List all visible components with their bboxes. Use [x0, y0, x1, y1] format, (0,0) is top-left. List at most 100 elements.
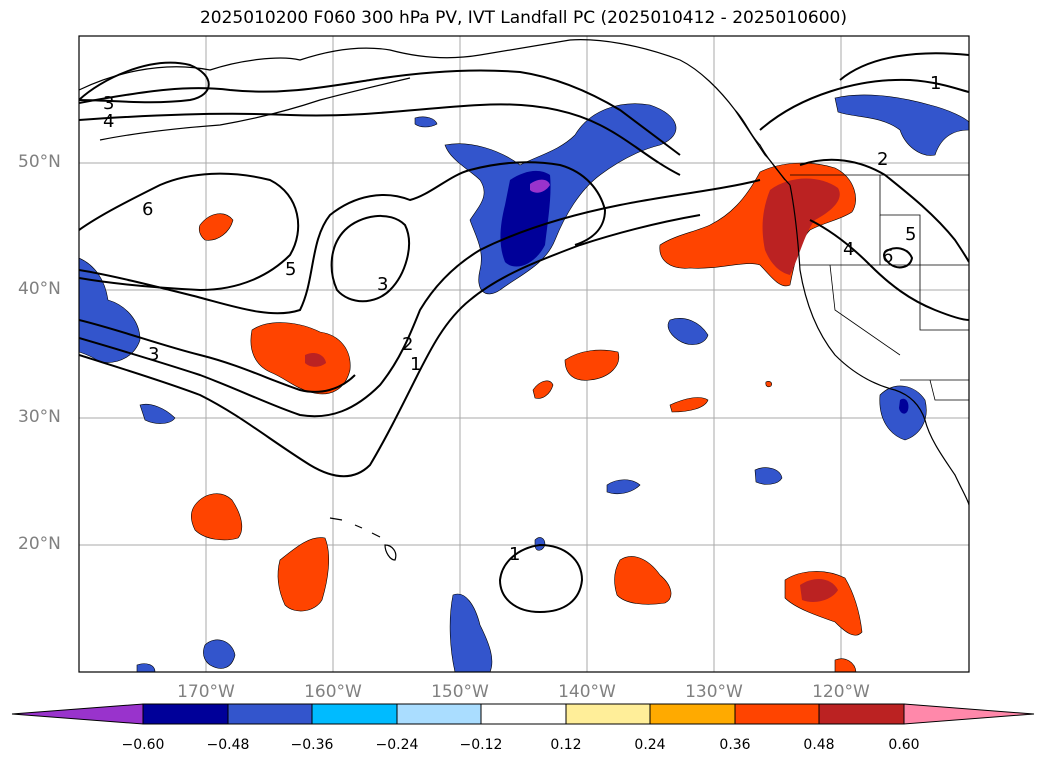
colorbar-segment	[227, 703, 313, 725]
contour-label: 4	[843, 239, 854, 260]
lon-label-160w: 160°W	[304, 682, 362, 702]
colorbar-tick: −0.12	[459, 737, 503, 753]
pos-patch-mid-1	[250, 322, 351, 395]
colorbar-tick: −0.60	[121, 737, 165, 753]
colorbar-tick: 0.12	[550, 737, 582, 753]
contour-label: 4	[103, 111, 114, 132]
neg-patch-west	[79, 257, 141, 363]
neg-patch-small-4	[606, 479, 641, 495]
contour-4-north	[79, 103, 681, 176]
colorbar-extend-high	[903, 703, 1035, 725]
us-west-coast	[789, 184, 969, 506]
contour-label: 1	[410, 354, 421, 375]
lon-label-130w: 130°W	[685, 682, 743, 702]
pos-patch-mid-2	[198, 213, 234, 241]
contour-label: 2	[402, 334, 413, 355]
contour-label: 1	[930, 73, 941, 94]
pos-patch-sw-3	[614, 556, 672, 605]
neg-patch-ne	[834, 94, 969, 156]
neg-patch-small-7	[136, 663, 156, 672]
colorbar-tick: 0.24	[634, 737, 666, 753]
alaska-coast	[79, 39, 791, 186]
pos-patch-sw-2	[277, 537, 329, 612]
neg-patch-socal-core	[899, 398, 909, 414]
map-title: 2025010200 F060 300 hPa PV, IVT Landfall…	[199, 8, 847, 28]
pos-patch-sw-1	[190, 493, 243, 541]
colorbar-segment	[649, 703, 736, 725]
contour-1	[79, 214, 701, 478]
lat-label-40n: 40°N	[18, 279, 61, 299]
contour-label: 6	[142, 199, 153, 220]
lon-label-120w: 120°W	[812, 682, 870, 702]
positive-patches	[190, 162, 863, 672]
boundaries	[790, 174, 969, 401]
contour-6	[79, 172, 300, 292]
contour-label: 2	[877, 149, 888, 170]
contour-label: 5	[905, 224, 916, 245]
colorbar-tick: 0.36	[719, 737, 751, 753]
contour-3-west	[79, 319, 356, 393]
contour-3-loop	[330, 214, 410, 303]
lat-label-50n: 50°N	[18, 152, 61, 172]
neg-patch-gulf-alaska	[444, 103, 677, 295]
contour-label: 3	[377, 274, 388, 295]
contour-label: 3	[148, 344, 159, 365]
pos-patch-se-2	[834, 658, 857, 672]
neg-patch-south-1	[449, 593, 493, 672]
colorbar-tick: 0.60	[888, 737, 920, 753]
lat-label-30n: 30°N	[18, 407, 61, 427]
contour-1-south	[498, 543, 584, 614]
colorbar-segment	[734, 703, 820, 725]
bc-coast	[734, 109, 786, 181]
hawaii-islands	[329, 517, 397, 561]
contour-label-group: 3 4 6 5 3 2 1 3 1 2 5 4 6 1	[103, 73, 941, 565]
contour-label: 1	[509, 544, 520, 565]
contour-label: 3	[103, 93, 114, 114]
colorbar-tick: 0.48	[803, 737, 835, 753]
contour-6-east	[883, 247, 914, 269]
neg-patch-gulf-alaska-max	[530, 179, 550, 193]
lon-label-150w: 150°W	[431, 682, 489, 702]
pos-patch-tiny	[765, 381, 772, 388]
neg-patch-south-2	[203, 639, 236, 669]
lat-label-20n: 20°N	[18, 534, 61, 554]
colorbar	[11, 703, 1035, 725]
pos-patch-mid-4	[532, 380, 554, 399]
pos-patch-mid-3	[564, 349, 620, 381]
contour-label: 6	[882, 246, 893, 267]
contour-5	[79, 161, 607, 315]
colorbar-tick: −0.48	[206, 737, 250, 753]
colorbar-segment	[142, 703, 229, 725]
colorbar-segment	[396, 703, 482, 725]
colorbar-tick: −0.36	[290, 737, 334, 753]
colorbar-segment	[565, 703, 651, 725]
neg-patch-small-3	[754, 467, 783, 485]
colorbar-extend-low	[11, 703, 144, 725]
neg-patch-small-2	[139, 403, 176, 424]
map-frame	[78, 35, 970, 673]
pos-patch-mid-1-core	[305, 352, 326, 367]
contour-2-ne	[759, 78, 969, 131]
colorbar-tick: −0.24	[375, 737, 419, 753]
contours	[79, 52, 969, 614]
contour-5-east	[799, 158, 969, 263]
contour-2	[79, 179, 761, 418]
contour-label: 5	[285, 259, 296, 280]
neg-patch-small-6	[534, 537, 546, 551]
lon-label-140w: 140°W	[558, 682, 616, 702]
contour-3-north	[79, 69, 681, 156]
colorbar-segment	[480, 703, 567, 725]
neg-patch-gulf-alaska-core	[500, 170, 551, 267]
colorbar-segment	[818, 703, 905, 725]
contour-4-east	[809, 219, 969, 321]
coastlines	[79, 39, 969, 561]
contour-nw-loop	[79, 61, 210, 104]
contour-1-ne	[839, 52, 969, 81]
lon-label-170w: 170°W	[177, 682, 235, 702]
pos-patch-coast-core	[762, 178, 840, 275]
negative-patches	[79, 94, 969, 672]
pos-patch-se-core	[800, 578, 838, 602]
pos-patch-mid-5	[669, 397, 709, 413]
aleutian-chain	[99, 77, 411, 141]
